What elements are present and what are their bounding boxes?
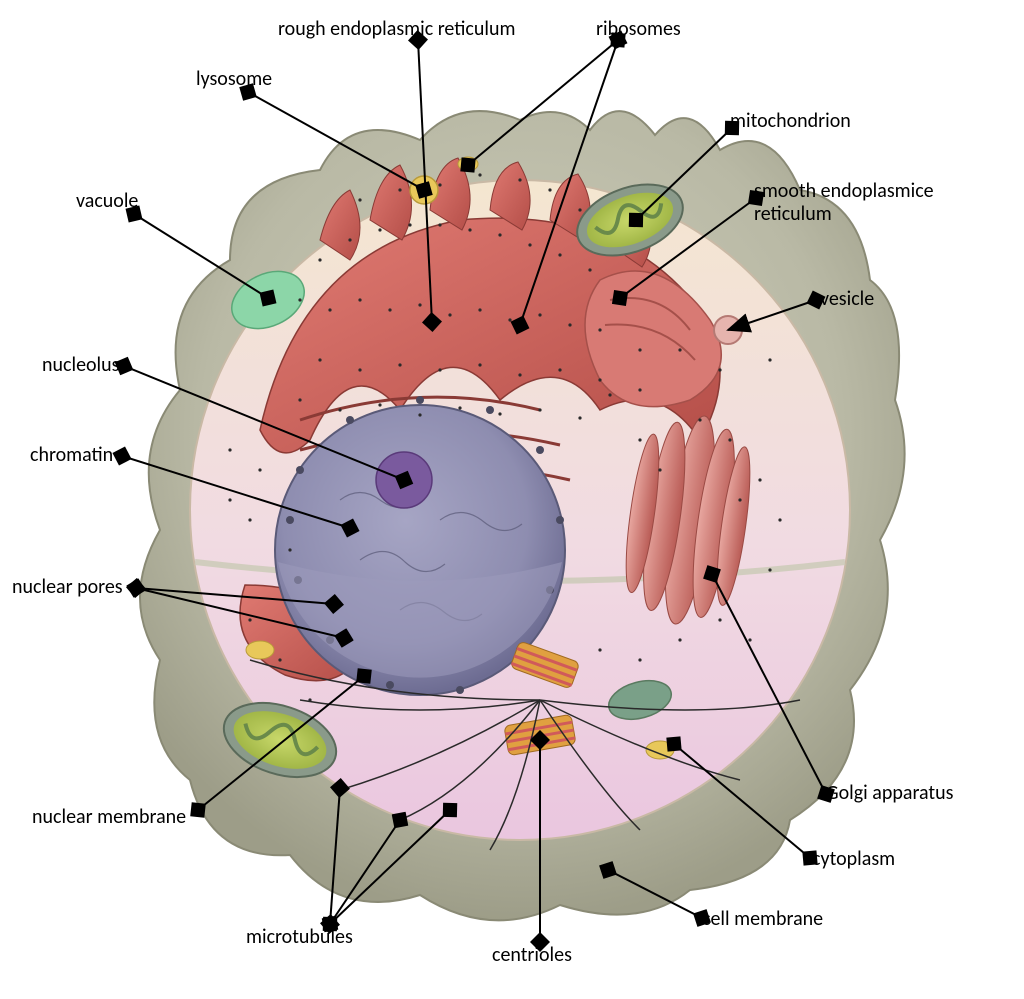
vesicle-shape	[714, 316, 742, 344]
mitochondrion-bottom	[214, 690, 345, 791]
label-centrioles: centrioles	[492, 944, 572, 967]
mitochondrion-small	[604, 674, 675, 725]
label-nucleolus: nucleolus	[42, 354, 119, 377]
label-vesicle: vesicle	[820, 288, 874, 311]
cell-diagram: rough endoplasmic reticulum ribosomes lyso…	[0, 0, 1024, 999]
label-golgi: Golgi apparatus	[826, 782, 953, 805]
label-nuclear-pores: nuclear pores	[12, 576, 123, 599]
label-mitochondrion: mitochondrion	[730, 110, 851, 133]
label-microtubules: microtubules	[246, 926, 353, 949]
mitochondrion-top	[567, 171, 692, 269]
vacuole-shape	[223, 260, 314, 339]
centriole-1	[510, 641, 580, 689]
nucleus-shape	[275, 396, 565, 695]
label-ribosomes: ribosomes	[596, 18, 681, 41]
nucleolus-shape	[376, 452, 432, 508]
microtubules-shape	[250, 660, 800, 850]
label-smooth-er: smooth endoplasmicereticulum	[754, 180, 954, 226]
label-rough-er: rough endoplasmic reticulum	[278, 18, 515, 41]
golgi-shape	[616, 408, 760, 632]
label-cell-membrane: cell membrane	[702, 908, 823, 931]
label-chromatin: chromatin	[30, 444, 113, 467]
cell-membrane-shape	[140, 111, 905, 920]
label-vacuole: vacuole	[76, 190, 138, 213]
centriole-2	[504, 714, 576, 755]
cytoplasm-shape	[190, 180, 850, 840]
label-cytoplasm: cytoplasm	[812, 848, 895, 871]
smooth-er-shape	[585, 271, 721, 407]
ribosome-dots	[228, 173, 781, 701]
rough-er-shape	[240, 158, 720, 681]
lysosome-shape	[410, 176, 438, 204]
label-lysosome: lysosome	[196, 68, 272, 91]
label-nuclear-membrane: nuclear membrane	[32, 806, 186, 829]
